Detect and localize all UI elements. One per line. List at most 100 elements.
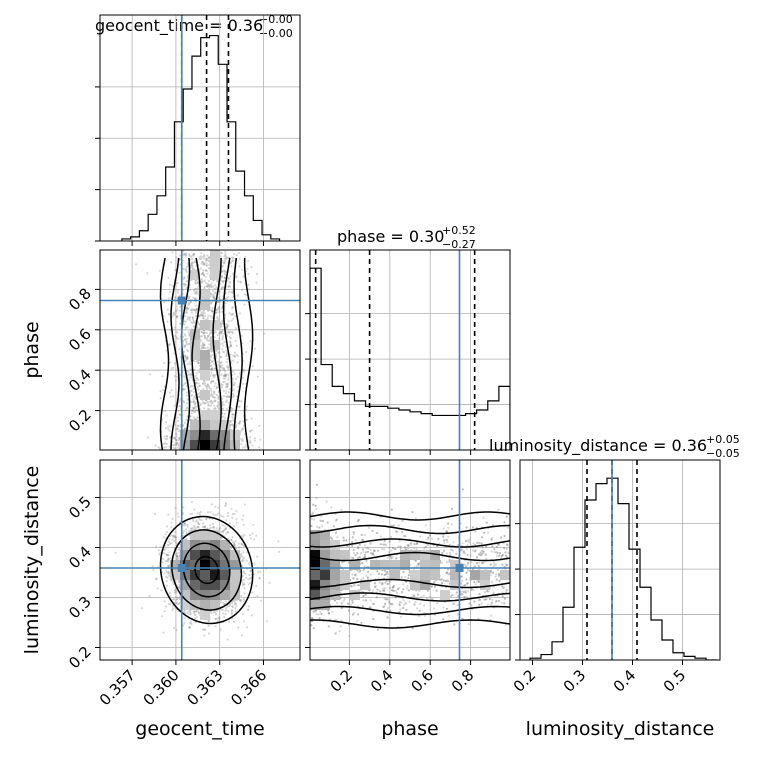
p10-sample-point-253 [225, 256, 229, 259]
p10-sample-point-2322 [199, 403, 203, 406]
p20-sample-point-227 [155, 577, 158, 581]
p10-sample-point-1088 [224, 254, 227, 257]
p10-sample-point-1447 [193, 417, 196, 421]
p10-sample-point-2448 [188, 373, 191, 376]
p10-sample-point-1313 [162, 442, 165, 445]
p10-sample-point-2446 [211, 309, 214, 313]
p10-sample-point-906 [214, 382, 217, 385]
p10-sample-point-214 [224, 257, 227, 260]
p20-sample-point-199 [189, 613, 192, 616]
p10-sample-point-2495 [233, 383, 236, 386]
p10-sample-point-291 [168, 343, 171, 346]
p10-truth-marker [177, 296, 186, 305]
p10-sample-point-1259 [159, 447, 162, 450]
p10-sample-point-1254 [251, 365, 254, 368]
p10-sample-point-245 [242, 275, 245, 278]
p10-sample-point-1316 [200, 347, 203, 350]
p10-sample-point-191 [219, 323, 222, 326]
p20-sample-point-361 [183, 610, 186, 613]
p10-density-cell-10-3 [200, 410, 210, 420]
p20-sample-point-2189 [200, 519, 203, 522]
p10-sample-point-396 [213, 297, 217, 300]
p20-sample-point-1733 [175, 590, 178, 593]
p10-sample-point-1330 [249, 436, 252, 439]
p10-sample-point-500 [207, 260, 210, 263]
p10-sample-point-289 [182, 254, 186, 257]
p10-sample-point-1178 [195, 372, 198, 375]
p10-sample-point-2249 [208, 343, 211, 346]
p10-sample-point-1188 [236, 361, 239, 364]
p10-sample-point-1061 [217, 318, 220, 321]
p10-sample-point-849 [185, 252, 188, 255]
p10-sample-point-287 [228, 387, 231, 391]
p10-sample-point-2412 [178, 309, 181, 312]
p10-sample-point-1562 [234, 276, 237, 279]
p10-sample-point-2499 [207, 256, 210, 259]
p20-sample-point-1884 [172, 626, 176, 630]
p20-sample-point-52 [217, 512, 220, 515]
p10-sample-point-148 [201, 332, 204, 335]
p10-sample-point-861 [197, 361, 200, 364]
p10-sample-point-568 [213, 385, 216, 388]
p20-sample-point-1537 [166, 553, 169, 557]
p20-sample-point-84 [167, 557, 170, 560]
p10-sample-point-1926 [165, 349, 168, 352]
p10-sample-point-73 [238, 405, 241, 408]
p20-sample-point-1723 [233, 543, 236, 546]
p10-sample-point-841 [210, 367, 213, 370]
p10-sample-point-2079 [217, 351, 221, 354]
p10-sample-point-2390 [221, 264, 224, 267]
p20-sample-point-1580 [223, 602, 226, 606]
p10-sample-point-2351 [218, 365, 222, 368]
p10-sample-point-2257 [238, 265, 241, 268]
p10-sample-point-1243 [222, 350, 225, 353]
panel-phase-hist [305, 249, 511, 455]
p10-sample-point-2417 [256, 375, 259, 378]
p10-sample-point-1923 [191, 265, 195, 268]
p20-sample-point-1436 [203, 526, 206, 529]
p10-sample-point-1407 [187, 297, 191, 300]
p20-sample-point-1235 [226, 530, 229, 534]
p20-sample-point-2203 [214, 505, 217, 508]
p10-sample-point-1873 [217, 351, 220, 354]
p10-sample-point-1078 [175, 310, 178, 313]
p10-sample-point-395 [185, 254, 188, 257]
p20-sample-point-1264 [162, 536, 165, 539]
p20-sample-point-1045 [226, 638, 229, 641]
p20-sample-point-633 [152, 568, 155, 572]
p20-sample-point-1565 [231, 605, 234, 608]
p20-sample-point-344 [226, 605, 229, 608]
p20-sample-point-1618 [186, 523, 189, 527]
p10-sample-point-2094 [229, 341, 232, 344]
p10-sample-point-234 [183, 338, 187, 341]
title-geocent-time: geocent_time = 0.36 +0.00 −0.00 [95, 13, 293, 40]
p20-sample-point-1054 [177, 548, 180, 551]
p10-sample-point-1183 [194, 297, 197, 300]
p20-sample-point-1839 [182, 506, 185, 509]
p10-sample-point-982 [236, 294, 239, 297]
p10-sample-point-2311 [188, 363, 192, 366]
p10-density-cell-10-14 [200, 300, 210, 310]
p10-sample-point-810 [209, 292, 212, 295]
p10-sample-point-917 [229, 261, 232, 265]
p10-density-cell-11-18 [210, 260, 220, 270]
p10-sample-point-2336 [210, 282, 213, 285]
p10-sample-point-172 [166, 435, 169, 438]
p10-sample-point-2520 [206, 400, 209, 404]
p10-sample-point-2099 [227, 330, 230, 333]
p10-sample-point-2584 [168, 436, 172, 439]
p10-sample-point-2570 [221, 310, 224, 313]
p00-histogram [121, 34, 281, 241]
p10-sample-point-1528 [191, 318, 195, 321]
p10-sample-point-1980 [226, 385, 229, 388]
p10-sample-point-1691 [213, 400, 216, 403]
p20-sample-point-1587 [190, 501, 193, 504]
p10-sample-point-1798 [245, 418, 249, 421]
p20-sample-point-261 [174, 507, 177, 510]
p10-sample-point-755 [186, 307, 189, 311]
p10-sample-point-1563 [194, 374, 197, 377]
p10-density-cell-9-2 [190, 420, 200, 430]
p20-sample-point-674 [165, 553, 168, 556]
p10-sample-point-585 [190, 264, 193, 267]
p10-sample-point-1506 [199, 335, 202, 338]
